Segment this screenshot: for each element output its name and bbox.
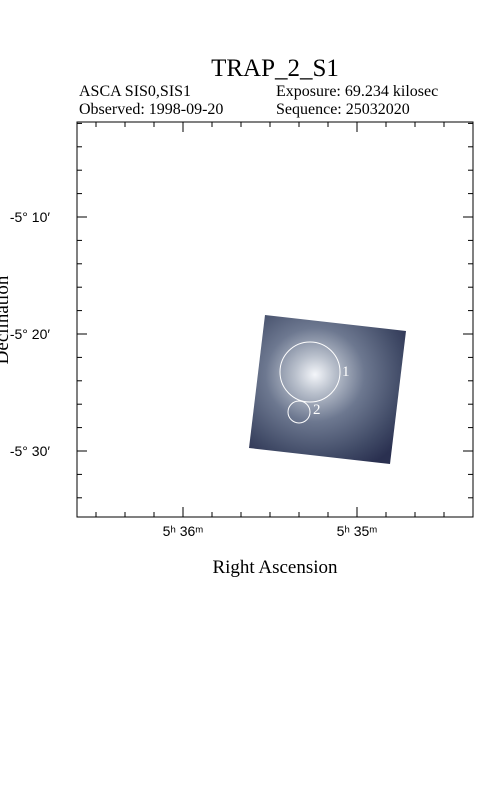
y-tick-label: -5° 30′ (10, 443, 51, 459)
exposure: Exposure: 69.234 kilosec (276, 83, 438, 100)
source-label: 2 (313, 402, 321, 418)
instrument: ASCA SIS0,SIS1 (79, 83, 191, 100)
plot-frame (76, 121, 474, 518)
x-tick-label: 5ʰ 35ᵐ (337, 523, 378, 539)
x-tick-label: 5ʰ 36ᵐ (163, 523, 204, 539)
source-region (279, 341, 341, 403)
image: 1 2 (249, 315, 406, 464)
xray-image (249, 315, 406, 464)
source-region (287, 400, 311, 424)
source-label: 1 (342, 364, 350, 380)
y-tick-label: -5° 10′ (10, 209, 51, 225)
y-axis-label: Declination (0, 275, 13, 364)
ticks (77, 122, 473, 517)
y-tick-label: -5° 20′ (10, 326, 51, 342)
sequence: Sequence: 25032020 (276, 101, 410, 118)
title: TRAP_2_S1 (211, 55, 339, 82)
observed: Observed: 1998-09-20 (79, 101, 223, 118)
x-axis-label: Right Ascension (212, 557, 338, 578)
